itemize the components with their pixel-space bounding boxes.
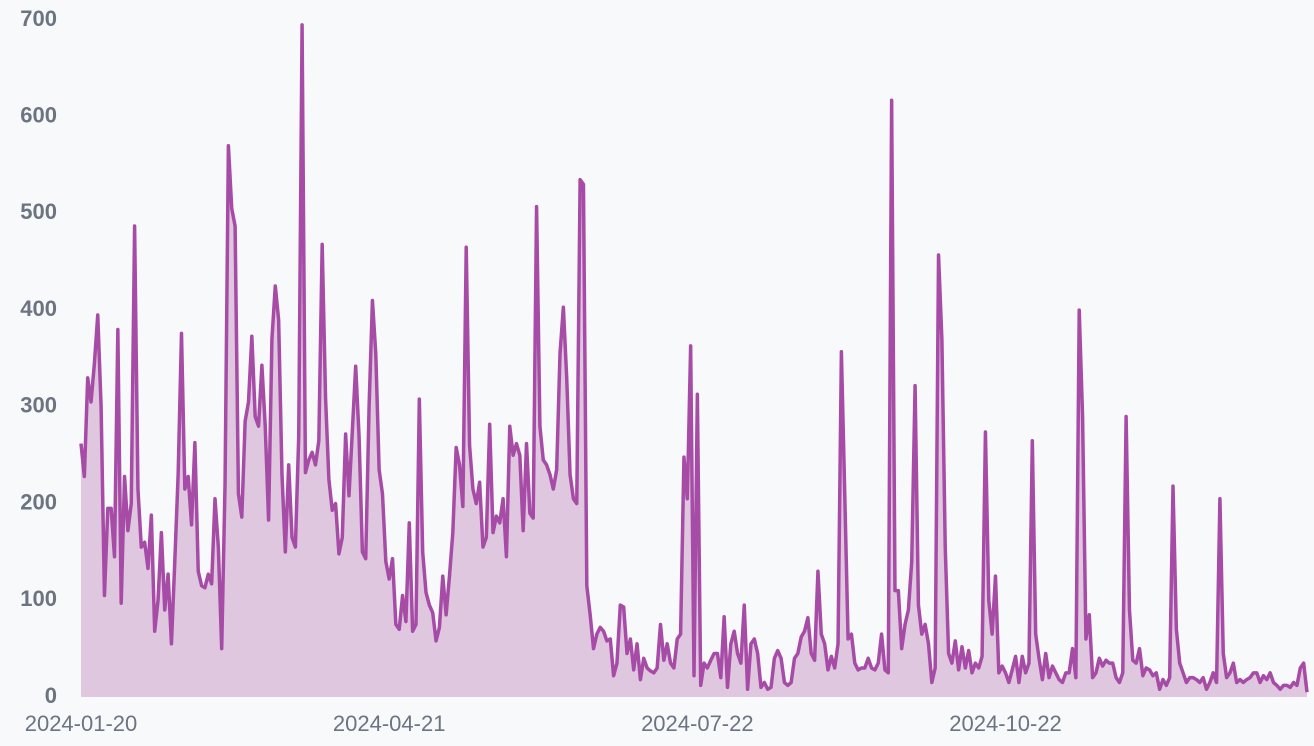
y-tick-label: 300 [20,393,57,418]
y-tick-label: 500 [20,199,57,224]
y-tick-label: 200 [20,489,57,514]
y-tick-label: 600 [20,103,57,128]
x-tick-label: 2024-04-21 [333,711,446,736]
area-fill [81,24,1307,697]
x-tick-label: 2024-10-22 [949,711,1062,736]
x-tick-label: 2024-07-22 [641,711,754,736]
x-tick-label: 2024-01-20 [25,711,138,736]
y-tick-label: 700 [20,6,57,31]
y-tick-label: 400 [20,296,57,321]
y-tick-label: 100 [20,586,57,611]
area-line [79,23,1309,693]
y-tick-label: 0 [45,683,57,708]
